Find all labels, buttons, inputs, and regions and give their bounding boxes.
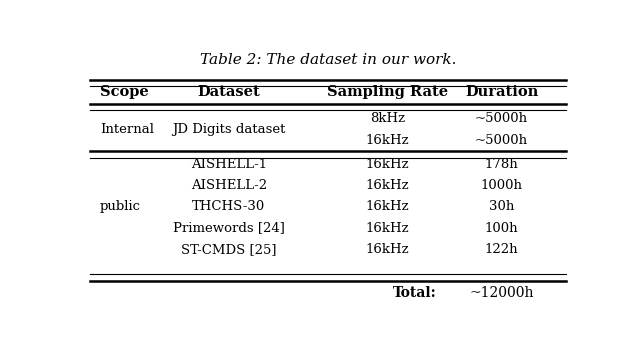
Text: 122h: 122h: [484, 243, 518, 256]
Text: 100h: 100h: [484, 222, 518, 235]
Text: 178h: 178h: [484, 158, 518, 171]
Text: AISHELL-1: AISHELL-1: [191, 158, 267, 171]
Text: Internal: Internal: [100, 123, 154, 136]
Text: 16kHz: 16kHz: [365, 200, 410, 213]
Text: Scope: Scope: [100, 85, 148, 99]
Text: ST-CMDS [25]: ST-CMDS [25]: [181, 243, 276, 256]
Text: Dataset: Dataset: [197, 85, 260, 99]
Text: 1000h: 1000h: [481, 179, 523, 192]
Text: 16kHz: 16kHz: [365, 243, 410, 256]
Text: 8kHz: 8kHz: [370, 111, 405, 125]
Text: Sampling Rate: Sampling Rate: [327, 85, 448, 99]
Text: Total:: Total:: [394, 287, 437, 300]
Text: public: public: [100, 200, 141, 213]
Text: ~5000h: ~5000h: [475, 111, 528, 125]
Text: Duration: Duration: [465, 85, 538, 99]
Text: 30h: 30h: [489, 200, 515, 213]
Text: 16kHz: 16kHz: [365, 222, 410, 235]
Text: THCHS-30: THCHS-30: [192, 200, 266, 213]
Text: AISHELL-2: AISHELL-2: [191, 179, 267, 192]
Text: Table 2: The dataset in our work.: Table 2: The dataset in our work.: [200, 53, 456, 67]
Text: 16kHz: 16kHz: [365, 158, 410, 171]
Text: 16kHz: 16kHz: [365, 134, 410, 147]
Text: JD Digits dataset: JD Digits dataset: [172, 123, 285, 136]
Text: 16kHz: 16kHz: [365, 179, 410, 192]
Text: ~5000h: ~5000h: [475, 134, 528, 147]
Text: ~12000h: ~12000h: [469, 287, 534, 300]
Text: Primewords [24]: Primewords [24]: [173, 222, 285, 235]
